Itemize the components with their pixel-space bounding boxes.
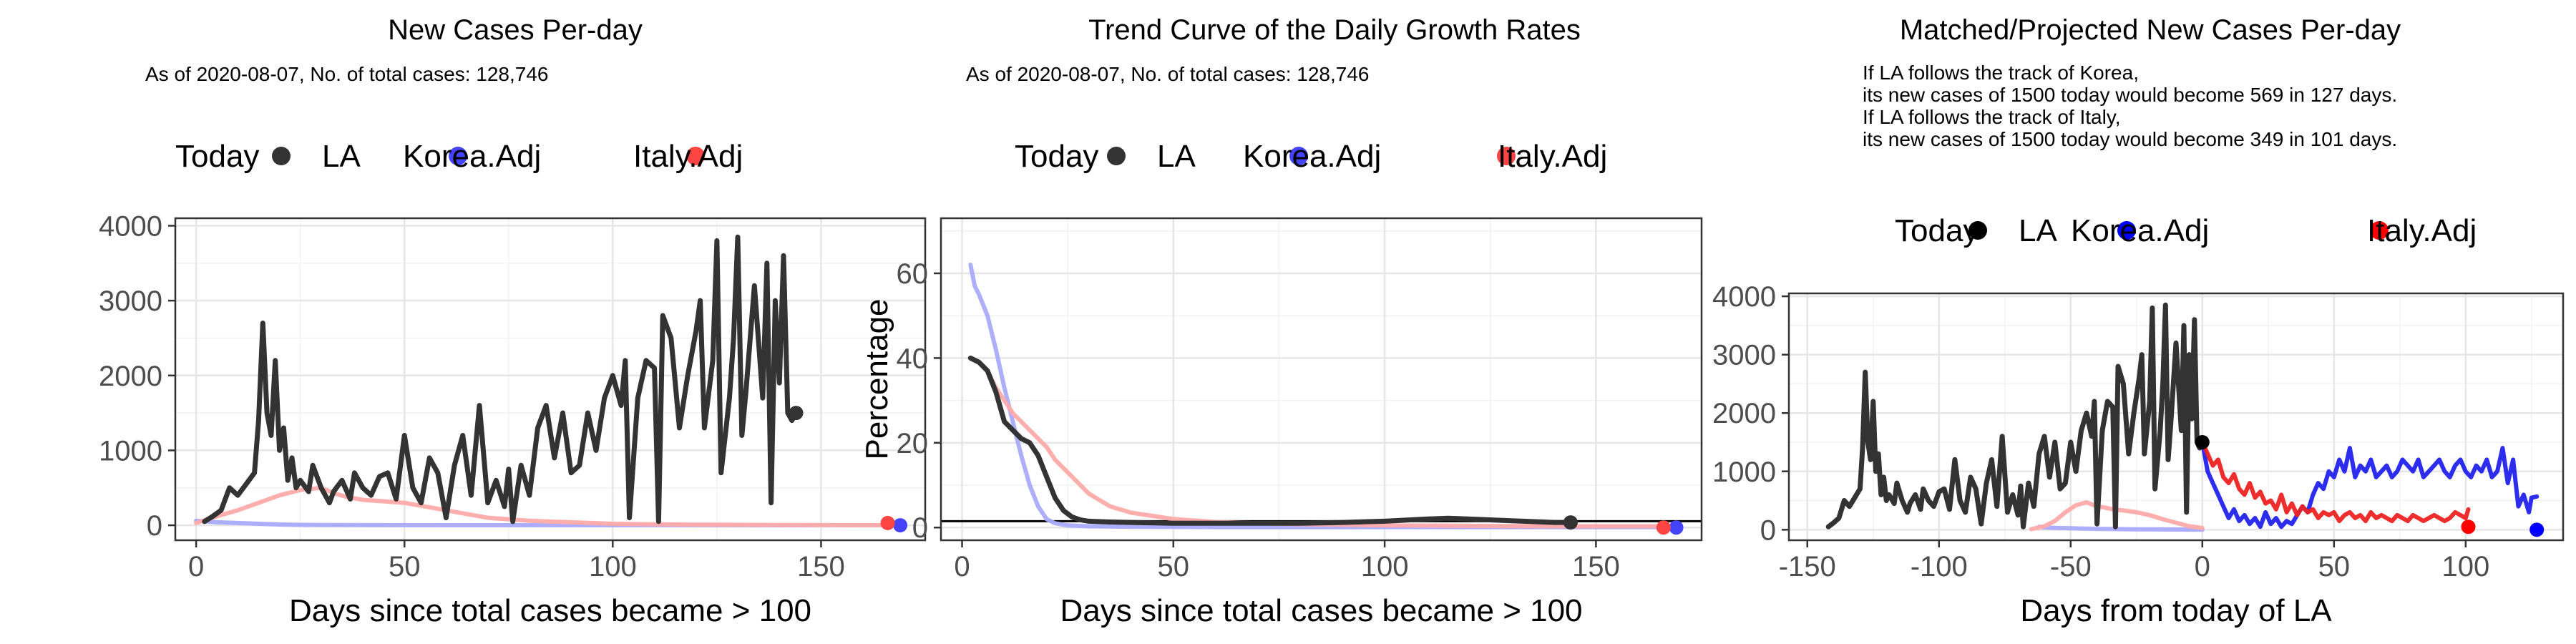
x-tick-label: 0 xyxy=(2195,551,2210,582)
x-axis-label: Days from today of LA xyxy=(2020,593,2332,628)
legend-label-italy-adj: Italy.Adj xyxy=(633,139,743,174)
legend-title: Today xyxy=(1895,213,1979,248)
series-line-korea-adj xyxy=(2200,440,2540,530)
series-line-italy-adj xyxy=(194,485,890,527)
today-point-la xyxy=(1563,515,1578,530)
legend-key-italy-adj xyxy=(686,147,705,165)
y-tick-label: 3000 xyxy=(99,286,162,317)
y-axis-label: Percentage xyxy=(859,298,894,459)
today-point-korea-adj xyxy=(2529,522,2545,537)
series-line-la xyxy=(1825,302,2205,530)
plot-frame xyxy=(174,217,927,542)
series-line-korea-adj-before xyxy=(2036,525,2205,532)
x-tick-label: 100 xyxy=(1361,551,1409,582)
legend-label-la: LA xyxy=(2019,213,2057,248)
today-point-italy-adj xyxy=(880,515,895,530)
legend: Today LA Korea.Adj Italy.Adj xyxy=(175,139,743,174)
legend-title: Today xyxy=(1015,139,1098,174)
legend-key-korea-adj xyxy=(449,147,467,165)
x-tick-label: 150 xyxy=(1572,551,1620,582)
y-tick-label: 2000 xyxy=(99,361,162,392)
legend-key-la xyxy=(272,147,291,165)
chart-title: Matched/Projected New Cases Per-day xyxy=(1900,14,2401,46)
chart-subtitle-line: If LA follows the track of Korea, xyxy=(1863,62,2139,84)
series-line-italy-adj xyxy=(968,356,1666,529)
y-tick-label: 0 xyxy=(147,510,162,542)
x-tick-label: 100 xyxy=(2441,551,2489,582)
legend-key-la xyxy=(1968,221,1987,240)
legend-key-italy-adj xyxy=(1497,147,1516,165)
legend-label-korea-adj: Korea.Adj xyxy=(1243,139,1381,174)
x-tick-label: -150 xyxy=(1779,551,1836,582)
legend-label-korea-adj: Korea.Adj xyxy=(403,139,541,174)
y-tick-label: 4000 xyxy=(99,210,162,242)
plot-frame xyxy=(940,217,1703,542)
chart-title: Trend Curve of the Daily Growth Rates xyxy=(1088,14,1581,46)
legend-label-italy-adj: Italy.Adj xyxy=(1498,139,1607,174)
x-tick-label: -100 xyxy=(1911,551,1968,582)
plot-frame xyxy=(1787,292,2565,542)
series-group xyxy=(1825,302,2540,532)
legend-label-la: LA xyxy=(322,139,361,174)
today-point-italy-adj xyxy=(2461,519,2476,535)
y-tick-label: 1000 xyxy=(99,435,162,467)
x-tick-label: 0 xyxy=(954,551,970,582)
chart-panel-1: New Cases Per-day As of 2020-08-07, No. o… xyxy=(99,14,927,628)
x-tick-label: 100 xyxy=(589,551,637,582)
y-tick-label: 1000 xyxy=(1712,457,1776,488)
y-tick-label: 4000 xyxy=(1712,281,1776,313)
legend-key-korea-adj xyxy=(1289,147,1308,165)
today-point-la xyxy=(2195,434,2210,449)
chart-subtitle-line: its new cases of 1500 today would become… xyxy=(1863,128,2397,150)
chart-subtitle-line: If LA follows the track of Italy, xyxy=(1863,106,2121,128)
chart-panel-2: Trend Curve of the Daily Growth Rates As … xyxy=(859,14,1703,628)
chart-subtitle-line: As of 2020-08-07, No. of total cases: 12… xyxy=(145,63,548,85)
x-tick-label: 150 xyxy=(797,551,845,582)
y-tick-label: 3000 xyxy=(1712,340,1776,371)
y-tick-label: 60 xyxy=(897,258,929,290)
y-tick-label: 40 xyxy=(897,343,929,374)
legend-key-korea-adj xyxy=(2117,221,2136,240)
legend: Today LA Korea.Adj Italy.Adj xyxy=(1015,139,1607,174)
x-tick-label: 0 xyxy=(188,551,204,582)
legend-label-korea-adj: Korea.Adj xyxy=(2071,213,2209,248)
x-tick-label: -50 xyxy=(2050,551,2092,582)
series-group xyxy=(194,234,899,527)
today-point-korea-adj xyxy=(893,518,908,533)
chart-subtitle-line: As of 2020-08-07, No. of total cases: 12… xyxy=(966,63,1369,85)
legend-key-italy-adj xyxy=(2370,221,2389,240)
legend-label-la: LA xyxy=(1157,139,1196,174)
series-line-la xyxy=(967,355,1574,526)
legend: Today LA Korea.Adj Italy.Adj xyxy=(1895,213,2477,248)
x-axis-label: Days since total cases became > 100 xyxy=(1060,593,1582,628)
x-axis-label: Days since total cases became > 100 xyxy=(289,593,811,628)
chart-subtitle-line: its new cases of 1500 today would become… xyxy=(1863,84,2397,106)
y-tick-label: 20 xyxy=(897,428,929,459)
chart-title: New Cases Per-day xyxy=(388,14,643,46)
legend-title: Today xyxy=(175,139,259,174)
series-line-la xyxy=(202,234,803,525)
today-point-korea-adj xyxy=(1669,520,1684,535)
today-point-italy-adj xyxy=(1656,520,1671,535)
x-tick-label: 50 xyxy=(1158,551,1190,582)
series-line-italy-adj xyxy=(2200,440,2471,524)
series-line-italy-adj-before xyxy=(2029,500,2205,532)
x-tick-label: 50 xyxy=(389,551,421,582)
x-tick-label: 50 xyxy=(2318,551,2351,582)
legend-key-la xyxy=(1107,147,1126,165)
chart-panel-3: Matched/Projected New Cases Per-day If LA… xyxy=(1712,14,2565,628)
y-tick-label: 2000 xyxy=(1712,398,1776,429)
today-point-la xyxy=(789,406,804,421)
legend-label-italy-adj: Italy.Adj xyxy=(2367,213,2477,248)
y-tick-label: 0 xyxy=(1760,514,1776,546)
y-tick-label: 0 xyxy=(912,512,928,544)
